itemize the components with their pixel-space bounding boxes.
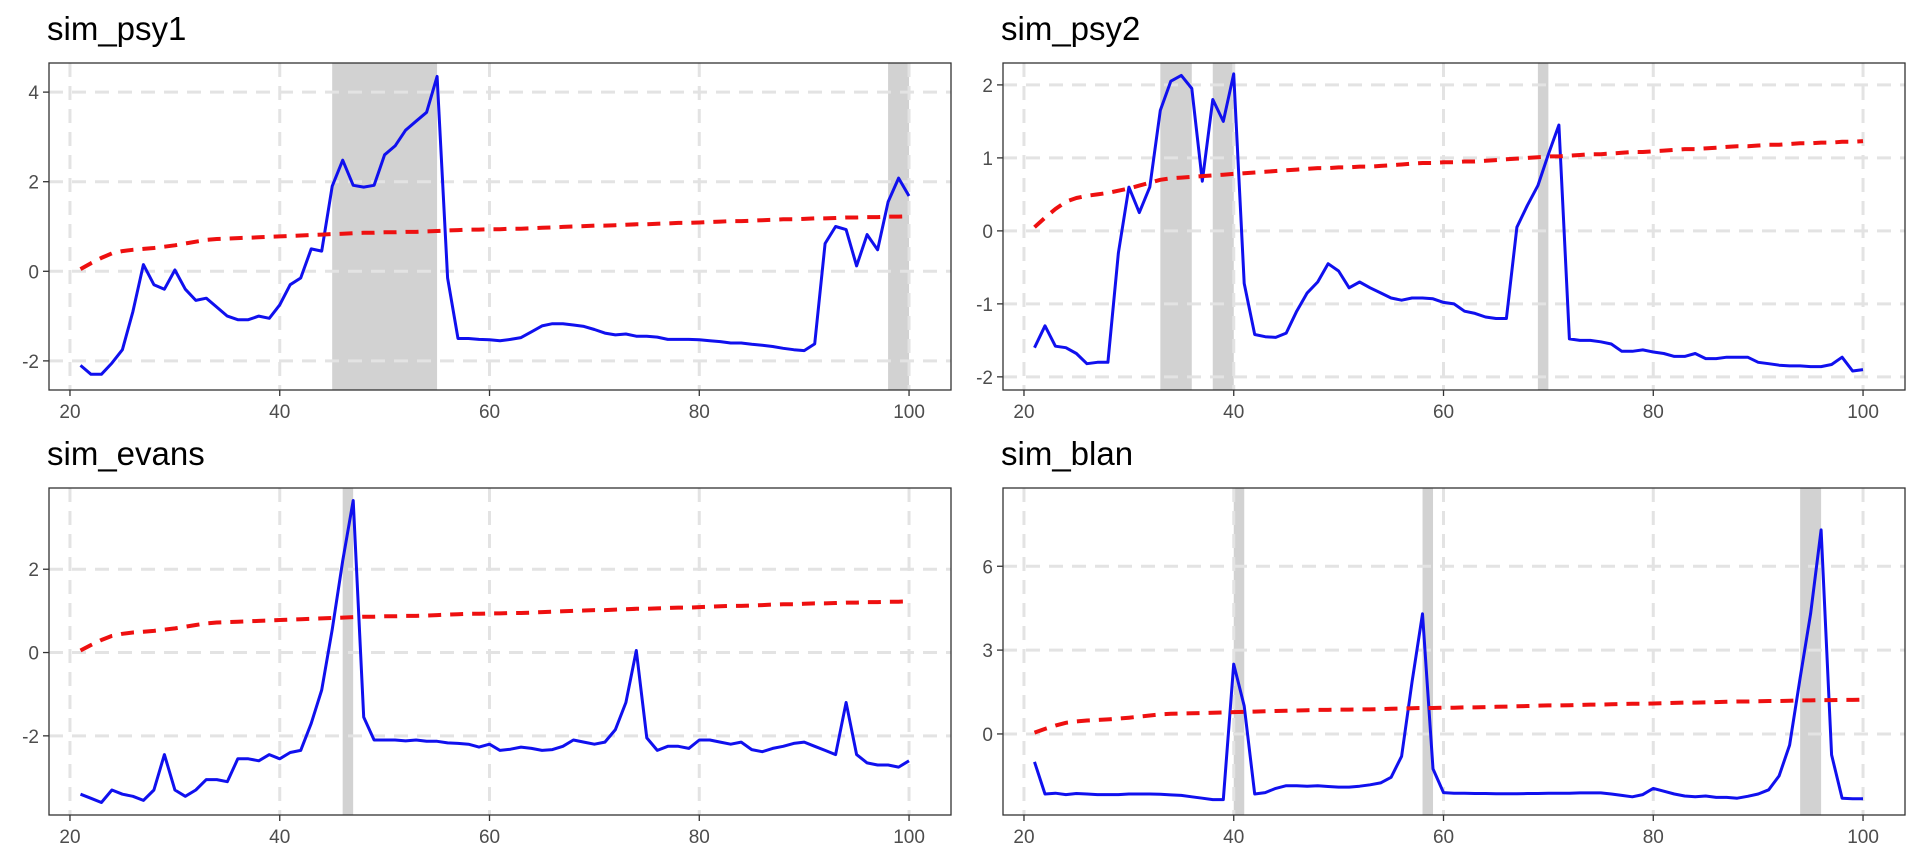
x-tick-label: 80 xyxy=(1643,402,1664,423)
shaded-period xyxy=(332,63,438,390)
y-tick-label: -1 xyxy=(976,295,993,316)
x-tick-label: 40 xyxy=(269,402,290,423)
x-tick-label: 100 xyxy=(1847,827,1879,848)
series-line-critical-value xyxy=(79,214,910,271)
series-line-critical-value xyxy=(1033,697,1864,735)
x-tick-label: 20 xyxy=(1013,827,1034,848)
panel-sim_psy1: sim_psy1 20 40 60 80 100 -2 0 2 4 xyxy=(22,10,952,423)
panel-title: sim_evans xyxy=(47,435,205,472)
x-tick-label: 80 xyxy=(689,402,710,423)
x-tick-label: 60 xyxy=(1433,402,1454,423)
panel-frame xyxy=(48,62,952,391)
shaded-period xyxy=(342,488,354,815)
series-line-statistic xyxy=(79,499,910,804)
series-line-statistic xyxy=(1033,72,1864,373)
x-tick-label: 60 xyxy=(479,402,500,423)
panel-title: sim_psy2 xyxy=(1001,10,1140,47)
panel-sim_psy2: sim_psy2 20 40 60 80 100 -2 -1 0 1 2 xyxy=(976,10,1906,423)
x-tick-label: 60 xyxy=(1433,827,1454,848)
y-tick-label: 0 xyxy=(28,644,39,665)
y-tick-label: 0 xyxy=(982,222,993,243)
y-tick-label: 0 xyxy=(982,725,993,746)
y-tick-label: 4 xyxy=(28,83,39,104)
x-tick-label: 20 xyxy=(59,827,80,848)
x-tick-label: 40 xyxy=(1223,827,1244,848)
x-tick-label: 20 xyxy=(1013,402,1034,423)
series-line-critical-value xyxy=(79,599,910,653)
x-tick-label: 100 xyxy=(893,402,925,423)
y-tick-label: 2 xyxy=(28,173,39,194)
panel-sim_blan: sim_blan 20 40 60 80 100 0 3 6 xyxy=(982,435,1906,848)
y-tick-label: -2 xyxy=(22,352,39,373)
y-tick-label: 2 xyxy=(982,76,993,97)
panel-frame xyxy=(1002,62,1906,391)
x-tick-label: 80 xyxy=(689,827,710,848)
panel-title: sim_blan xyxy=(1001,435,1133,472)
series-line-statistic xyxy=(1033,528,1863,802)
plot-background xyxy=(1003,63,1905,390)
panel-sim_evans: sim_evans 20 40 60 80 100 -2 0 2 xyxy=(22,435,952,848)
x-tick-label: 60 xyxy=(479,827,500,848)
x-tick-label: 20 xyxy=(59,402,80,423)
shaded-period xyxy=(1160,63,1192,390)
y-tick-label: 6 xyxy=(982,557,993,578)
y-tick-label: -2 xyxy=(976,368,993,389)
x-tick-label: 80 xyxy=(1643,827,1664,848)
panel-title: sim_psy1 xyxy=(47,10,186,47)
series-line-statistic xyxy=(79,74,911,376)
panel-frame xyxy=(48,487,952,816)
y-tick-label: -2 xyxy=(22,727,39,748)
shaded-period xyxy=(1212,63,1234,390)
y-tick-label: 0 xyxy=(28,262,39,283)
x-tick-label: 100 xyxy=(1847,402,1879,423)
y-tick-label: 2 xyxy=(28,560,39,581)
x-tick-label: 40 xyxy=(1223,402,1244,423)
y-tick-label: 3 xyxy=(982,641,993,662)
y-tick-label: 1 xyxy=(982,149,993,170)
x-tick-label: 40 xyxy=(269,827,290,848)
plot-background xyxy=(49,63,951,390)
shaded-period xyxy=(888,63,910,390)
series-line-critical-value xyxy=(1033,139,1864,229)
panel-frame xyxy=(1002,487,1906,816)
x-tick-label: 100 xyxy=(893,827,925,848)
shaded-period xyxy=(1537,63,1549,390)
